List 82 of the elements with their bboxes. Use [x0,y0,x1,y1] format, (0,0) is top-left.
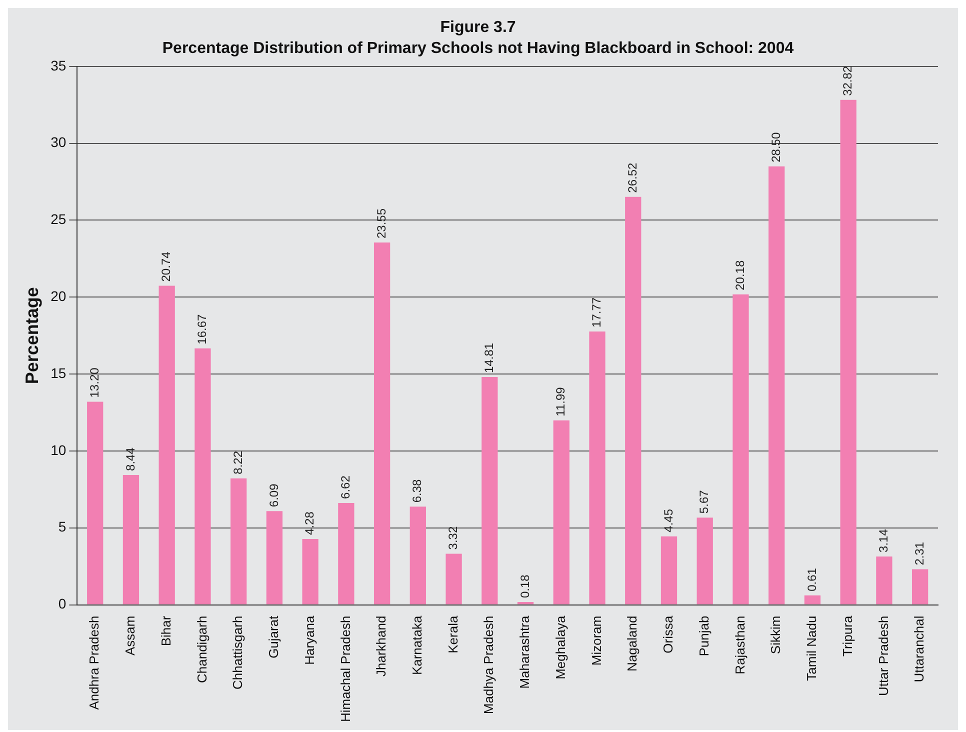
data-label: 20.18 [733,260,748,290]
x-tick-label: Mizoram [588,616,604,666]
chart-title: Figure 3.7 [440,19,516,36]
bar [804,595,821,604]
x-tick-label: Himachal Pradesh [338,616,353,722]
bar [122,474,140,604]
data-label: 4.45 [661,508,676,532]
data-label: 6.62 [338,475,352,499]
x-tick-label: Uttar Pradesh [876,616,891,696]
x-tick-label: Gujarat [266,615,282,658]
x-tick-label: Orissa [660,615,676,654]
bar [589,331,606,604]
x-tick-label: Meghalaya [552,615,568,680]
x-tick-label: Uttaranchal [912,616,927,682]
data-label: 3.14 [876,528,891,552]
x-tick-label: Kerala [445,615,460,654]
y-tick-label: 15 [50,364,66,381]
y-tick-label: 35 [50,57,66,74]
bar [194,348,211,604]
data-label: 0.61 [804,568,819,592]
x-tick-label: Haryana [302,615,317,665]
bar [230,478,247,604]
data-label: 3.32 [446,526,460,550]
x-tick-label: Bihar [158,615,174,646]
bar [732,294,749,604]
y-axis-title: Percentage [22,287,42,384]
x-tick-label: Jharkhand [374,616,389,677]
data-label: 17.77 [590,297,604,328]
bar [410,506,426,604]
bar [876,556,892,604]
bar [482,376,498,604]
bar [158,286,175,604]
bar [266,511,283,604]
y-tick-label: 5 [58,518,66,535]
bar [696,518,713,604]
bar [87,402,104,604]
x-tick-label: Maharashtra [517,615,532,689]
x-tick-label: Tamil Nadu [804,616,820,681]
x-tick-label: Rajasthan [732,616,748,674]
x-tick-label: Chhattisgarh [230,616,246,690]
data-label: 16.67 [195,314,210,344]
bar [625,196,642,604]
data-label: 4.28 [302,511,317,535]
bar [912,569,928,604]
bar [660,536,678,604]
x-tick-label: Punjab [696,616,712,656]
data-label: 13.20 [87,367,102,398]
data-label: 6.38 [410,478,424,503]
x-tick-label: Chandigarh [194,616,210,684]
chart-subtitle: Percentage Distribution of Primary Schools not Having Blackboard in School: 2004 [162,40,794,58]
x-tick-label: Karnataka [409,615,424,676]
bar [553,420,570,604]
y-tick-label: 30 [50,134,66,150]
data-label: 2.31 [912,542,926,566]
bar [374,242,390,604]
data-label: 28.50 [768,132,783,162]
bar [446,554,462,604]
data-label: 32.82 [840,66,855,96]
data-label: 26.52 [625,162,640,193]
data-label: 20.74 [159,251,174,282]
y-tick-label: 0 [58,596,66,612]
data-label: 14.81 [482,342,496,373]
x-tick-label: Assam [122,616,138,656]
y-tick-label: 20 [50,288,66,304]
x-tick-label: Andhra Pradesh [86,616,102,710]
x-tick-label: Nagaland [624,616,640,672]
bar [302,538,318,604]
data-label: 11.99 [554,386,568,416]
x-tick-label: Tripura [840,615,855,656]
data-label: 8.44 [123,447,138,471]
data-label: 0.18 [518,574,532,598]
x-tick-label: Madhya Pradesh [481,616,496,714]
y-tick-label: 25 [50,211,66,228]
bar [840,100,856,604]
y-tick-label: 10 [50,442,66,458]
data-label: 23.55 [374,208,388,239]
data-label: 6.09 [266,483,281,508]
bar [338,502,354,604]
data-label: 5.67 [697,490,712,514]
data-label: 8.22 [230,450,245,474]
bar [768,166,785,604]
x-tick-label: Sikkim [768,616,784,654]
